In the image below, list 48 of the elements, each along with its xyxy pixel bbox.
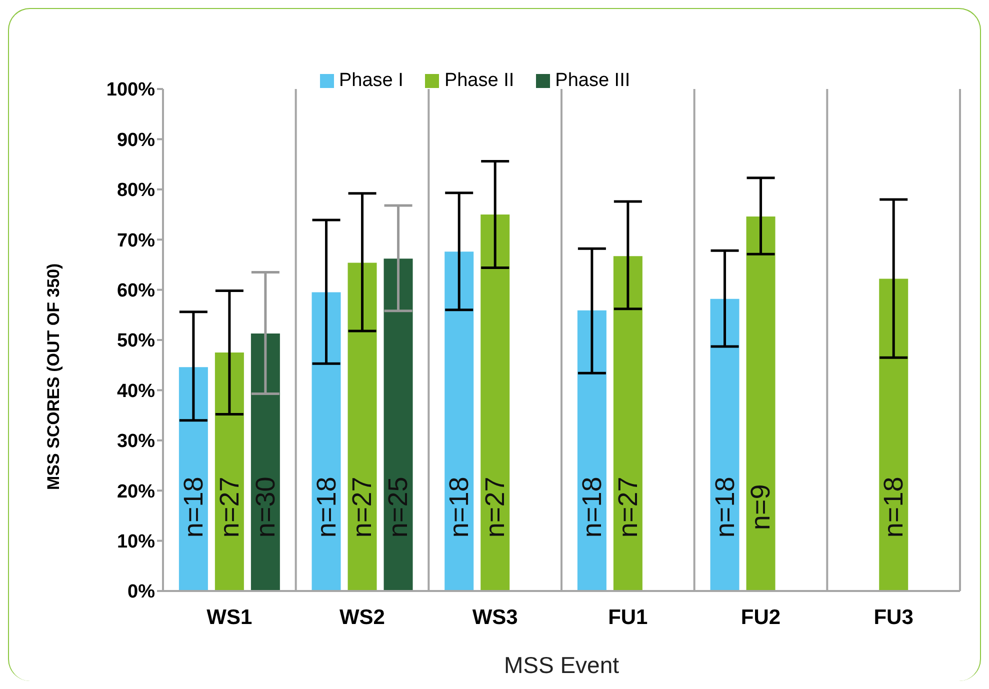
bar [746, 216, 776, 591]
bar [312, 292, 341, 591]
x-tick-label: WS1 [206, 606, 252, 629]
bar [250, 333, 280, 591]
bar [710, 298, 740, 591]
annotation: n=18 [311, 476, 342, 538]
y-tick-label: 10% [116, 532, 156, 553]
annotation: n=30 [250, 476, 280, 538]
x-tick-label: FU1 [608, 606, 648, 629]
y-tick-label: 30% [116, 431, 156, 452]
x-tick-label: WS3 [472, 606, 518, 629]
y-axis-title: MSS SCORES (OUT OF 350) [44, 263, 64, 490]
bar [384, 258, 413, 591]
annotation: n=18 [444, 476, 474, 538]
legend-label: Phase I [339, 70, 404, 92]
x-tick-label: FU3 [874, 606, 914, 629]
y-tick-label: 40% [116, 380, 156, 402]
annotation: n=27 [347, 476, 378, 538]
bar [178, 367, 208, 591]
annotation: n=18 [710, 476, 740, 538]
x-tick-label: WS2 [339, 606, 386, 629]
bar [480, 214, 510, 591]
bar [444, 252, 474, 591]
bar [879, 278, 908, 591]
annotation: n=18 [878, 476, 909, 538]
y-tick-label: 60% [116, 280, 156, 302]
annotation: n=18 [576, 476, 607, 538]
y-tick-label: 20% [116, 481, 156, 502]
bar [348, 262, 377, 591]
annotation: n=27 [612, 476, 643, 538]
y-tick-label: 0% [128, 582, 156, 603]
legend-label: Phase III [555, 70, 630, 92]
annotation: n=18 [178, 476, 208, 538]
y-tick-label: 70% [116, 230, 156, 252]
bar [214, 352, 244, 591]
legend-label: Phase II [444, 70, 514, 92]
x-axis-title: MSS Event [504, 652, 620, 678]
bar [613, 256, 642, 591]
bar [577, 310, 606, 591]
y-tick-label: 80% [116, 180, 156, 202]
annotation: n=25 [383, 476, 414, 538]
annotation: n=9 [746, 484, 776, 530]
y-tick-label: 100% [106, 80, 156, 101]
annotation: n=27 [480, 476, 510, 538]
annotation: n=27 [214, 476, 244, 538]
y-tick-label: 50% [116, 330, 156, 352]
y-tick-label: 90% [116, 130, 156, 151]
x-tick-label: FU2 [740, 606, 781, 629]
